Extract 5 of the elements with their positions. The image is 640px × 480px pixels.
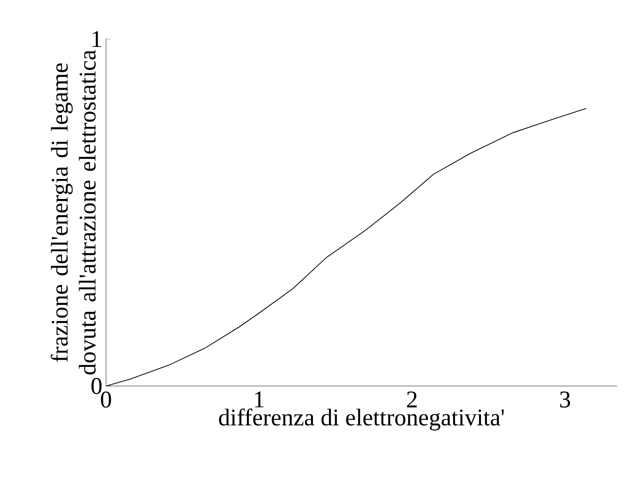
x-tick-label: 1 xyxy=(255,392,264,408)
x-tick-label: 3 xyxy=(560,392,570,408)
x-tick-label: 2 xyxy=(407,392,417,408)
x-axis-title: differenza di elettronegativita' xyxy=(219,408,504,430)
y-axis-title: frazione dell'energia di legame dovuta all'attrazione elettrostatica xyxy=(50,50,96,374)
